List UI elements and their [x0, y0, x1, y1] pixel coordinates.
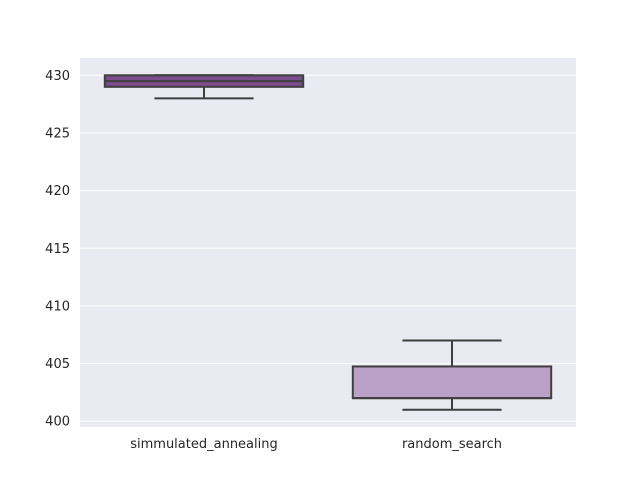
gridlines	[80, 74, 576, 422]
y-tick-label: 425	[45, 126, 70, 141]
y-tick-label: 410	[45, 299, 70, 314]
box-random_search	[351, 339, 553, 411]
y-tick-label: 415	[45, 242, 70, 257]
x-tick-label: random_search	[402, 437, 502, 452]
y-tick-label: 430	[45, 69, 70, 84]
y-tick-label: 405	[45, 357, 70, 372]
box-simmulated_annealing	[103, 74, 305, 100]
x-axis-ticks: simmulated_annealing random_search	[130, 437, 502, 452]
y-tick-label: 420	[45, 184, 70, 199]
box-iqr	[351, 365, 553, 400]
y-tick-label: 400	[45, 415, 70, 430]
boxes	[103, 74, 553, 411]
x-tick-label: simmulated_annealing	[130, 437, 278, 452]
y-axis-ticks: 400 405 410 415 420 425 430	[45, 69, 70, 430]
